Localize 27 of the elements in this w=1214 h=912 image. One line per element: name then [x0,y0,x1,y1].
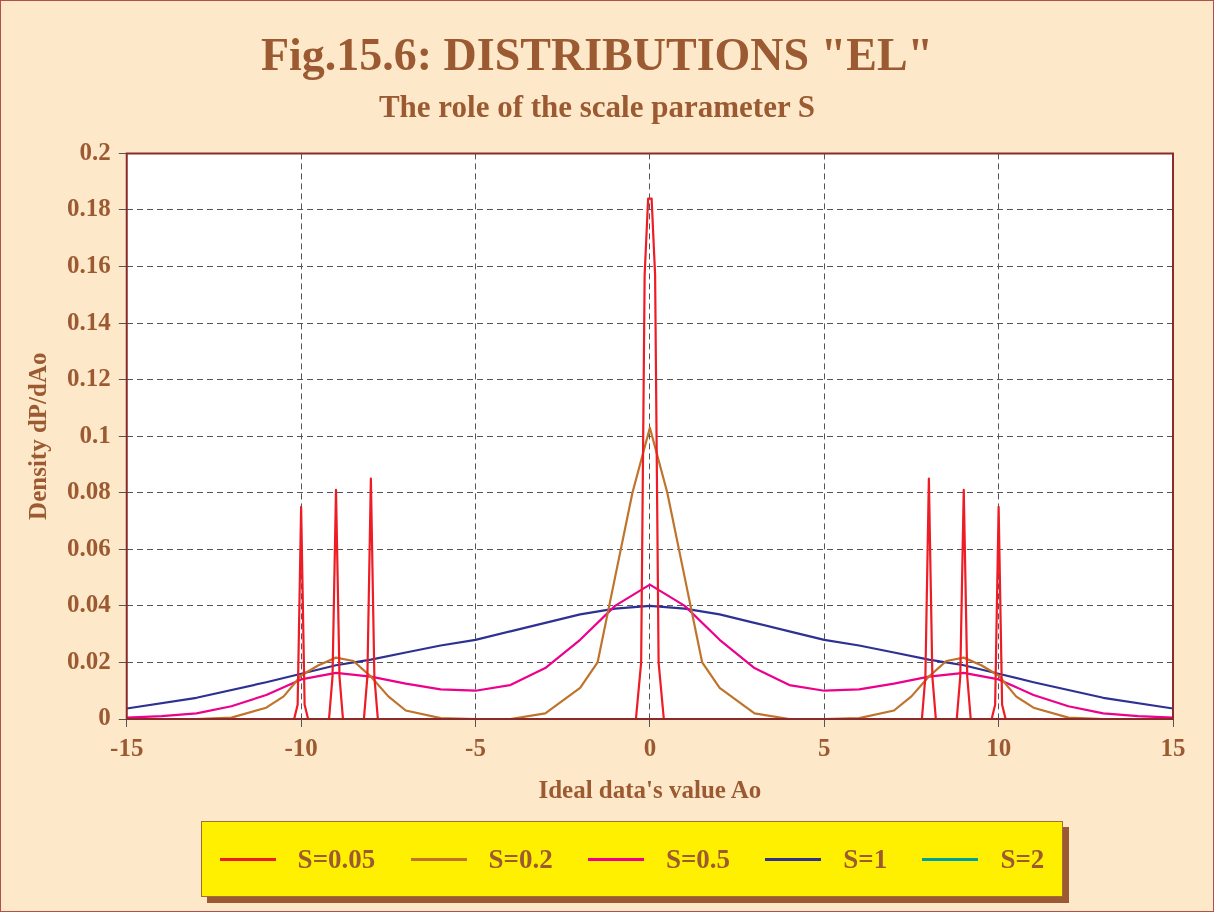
x-tick-label: 5 [818,734,831,762]
x-tick-label: -15 [110,734,144,762]
x-tick-label: 0 [643,734,657,762]
legend-label: S=1 [843,843,888,875]
y-tick-label: 0.06 [67,533,111,561]
y-tick-label: 0.14 [67,307,112,335]
y-tick-label: 0.1 [79,420,111,448]
y-axis-title: Density dP/dAo [24,352,52,520]
x-tick-label: -10 [284,734,318,762]
legend-label: S=0.5 [665,843,731,875]
y-tick-label: 0.12 [67,364,111,392]
chart-title: Fig.15.6: DISTRIBUTIONS "EL" [260,29,934,81]
y-tick-label: 0.2 [79,137,111,165]
y-tick-label: 0 [98,703,111,731]
x-axis-title: Ideal data's value Ao [538,776,762,804]
legend-label: S=0.05 [297,843,376,875]
y-tick-label: 0.18 [67,194,111,222]
y-tick-label: 0.08 [67,477,111,505]
y-tick-label: 0.16 [67,250,111,278]
legend-label: S=0.2 [488,843,553,875]
x-tick-label: -5 [465,734,486,762]
x-tick-label: 15 [1160,734,1186,762]
y-tick-label: 0.04 [67,590,112,618]
legend-label: S=2 [1000,843,1045,875]
chart-subtitle: The role of the scale parameter S [378,88,816,124]
x-tick-label: 10 [986,734,1012,762]
y-tick-label: 0.02 [67,646,111,674]
